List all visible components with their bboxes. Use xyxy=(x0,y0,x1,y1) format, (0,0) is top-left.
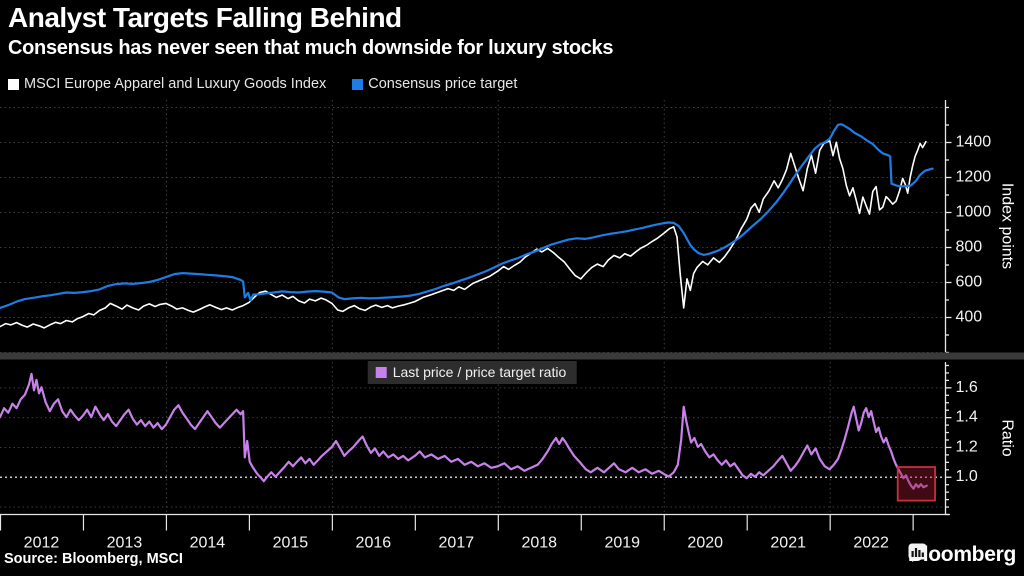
target-series-swatch-icon xyxy=(352,78,364,90)
x-tick-label: 2019 xyxy=(604,535,640,552)
x-tick-label: 2021 xyxy=(770,535,806,552)
series-line-target xyxy=(0,123,934,309)
index-series-swatch-icon xyxy=(8,78,19,90)
legend-item-index: MSCI Europe Apparel and Luxury Goods Ind… xyxy=(8,76,326,92)
legend-label-target: Consensus price target xyxy=(368,76,518,92)
legend-label-index: MSCI Europe Apparel and Luxury Goods Ind… xyxy=(24,76,327,92)
x-tick-label: 2016 xyxy=(356,535,392,552)
ratio-series-swatch-icon xyxy=(375,366,387,378)
x-tick-label: 2015 xyxy=(273,535,309,552)
legend-item-target: Consensus price target xyxy=(352,76,517,92)
bloomberg-brand: Bloomberg xyxy=(908,543,1016,567)
y-tick-label: 1200 xyxy=(956,169,992,186)
x-tick-label: 2022 xyxy=(853,535,889,552)
page-subtitle: Consensus has never seen that much downs… xyxy=(8,37,614,59)
y-tick-label: 1.2 xyxy=(956,438,978,455)
series-line-ratio xyxy=(0,372,928,490)
downside-highlight-box xyxy=(896,466,936,502)
price-panel-legend: MSCI Europe Apparel and Luxury Goods Ind… xyxy=(8,76,517,92)
y-tick-label: 1400 xyxy=(956,134,992,151)
ratio-panel-legend: Last price / price target ratio xyxy=(367,361,577,384)
y-axis-title: Ratio xyxy=(999,419,1016,456)
y-tick-label: 1.6 xyxy=(956,379,978,396)
x-tick-label: 2017 xyxy=(439,535,475,552)
y-tick-label: 1.4 xyxy=(956,409,978,426)
x-tick-label: 2020 xyxy=(687,535,723,552)
page-title: Analyst Targets Falling Behind xyxy=(8,2,402,33)
series-line-index xyxy=(0,139,927,329)
bloomberg-logo-icon xyxy=(908,543,927,562)
y-tick-label: 1000 xyxy=(956,204,992,221)
panel-separator xyxy=(0,352,1024,360)
y-tick-label: 400 xyxy=(956,309,983,326)
y-axis-title: Index points xyxy=(999,183,1016,269)
x-tick-label: 2012 xyxy=(24,535,60,552)
legend-label-ratio: Last price / price target ratio xyxy=(392,364,567,380)
y-tick-label: 800 xyxy=(956,239,983,256)
y-tick-label: 600 xyxy=(956,274,983,291)
x-tick-label: 2014 xyxy=(190,535,226,552)
y-tick-label: 1.0 xyxy=(956,468,978,485)
x-tick-label: 2018 xyxy=(521,535,557,552)
x-tick-label: 2013 xyxy=(107,535,143,552)
bloomberg-wordmark: Bloomberg xyxy=(907,543,1016,566)
source-line: Source: Bloomberg, MSCI xyxy=(4,551,183,567)
